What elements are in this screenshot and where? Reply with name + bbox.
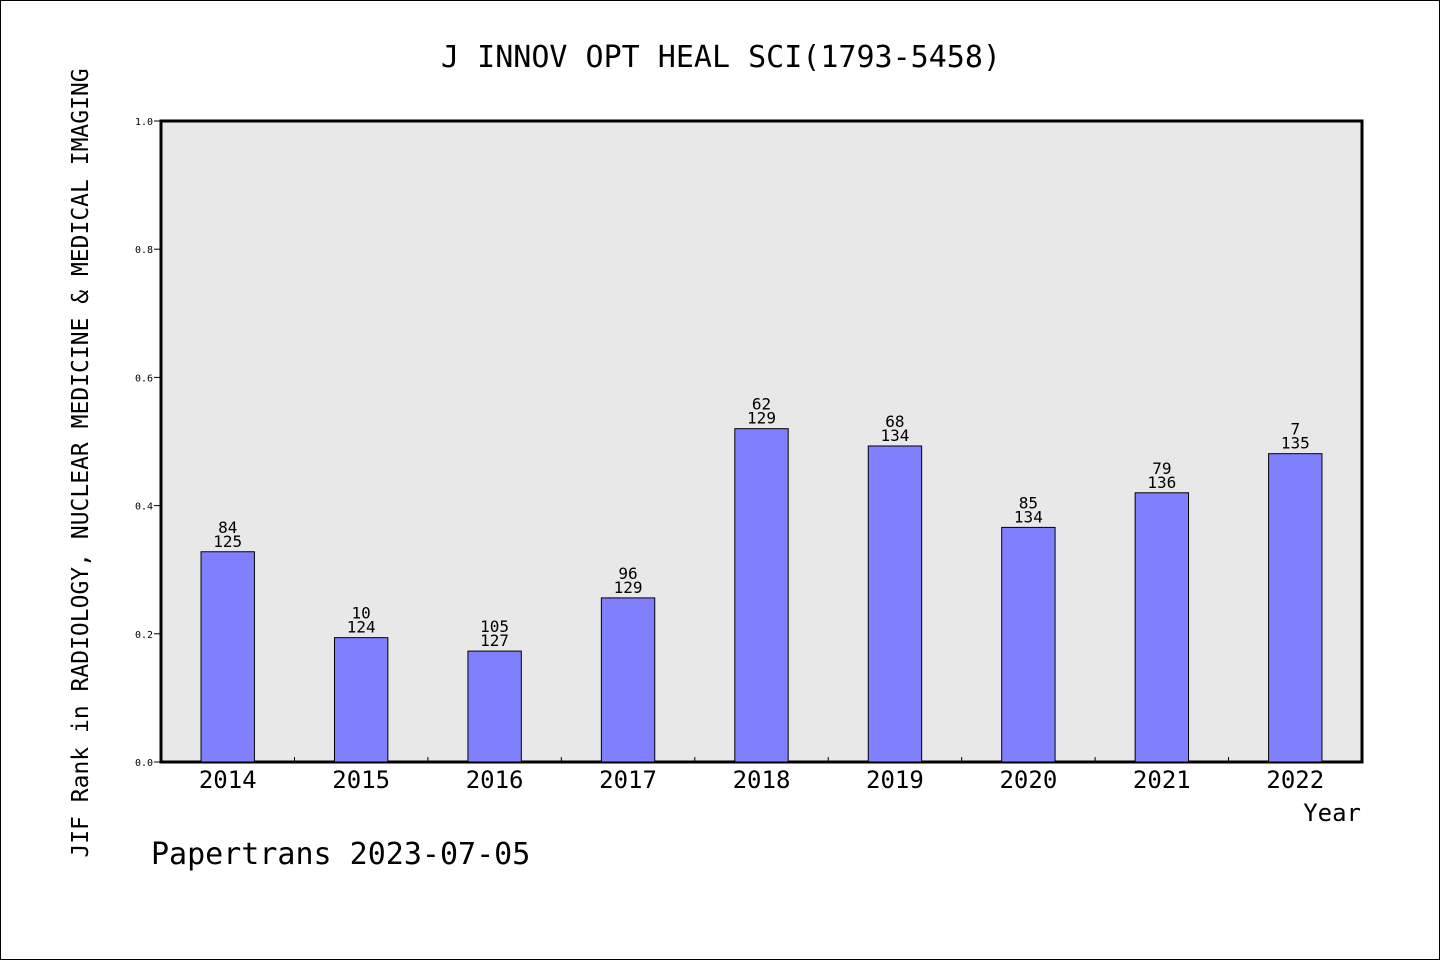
bar-rank-label: 79 — [1152, 459, 1171, 478]
bar-2019 — [867, 445, 923, 763]
bar-rank-label: 96 — [618, 564, 637, 583]
x-tick-label: 2014 — [199, 766, 257, 794]
x-tick-label: 2015 — [332, 766, 390, 794]
y-axis: 0.0 0.2 0.4 0.6 0.8 1.0 — [135, 117, 161, 769]
y-tick-label: 0.4 — [135, 502, 153, 513]
bar-total-label: 129 — [747, 409, 776, 428]
x-axis-label: Year — [1303, 799, 1361, 827]
bar-rank-label: 105 — [480, 617, 509, 636]
bar-total-label: 124 — [347, 618, 376, 637]
bar-2020 — [1001, 526, 1056, 763]
x-tick-label: 2020 — [999, 766, 1057, 794]
bar-total-label: 134 — [1014, 507, 1043, 526]
bar-total-label: 134 — [880, 426, 909, 445]
bar-2022 — [1268, 453, 1323, 763]
x-tick-label: 2021 — [1133, 766, 1191, 794]
bar-2014 — [200, 551, 255, 763]
bar-rank-label: 7 — [1290, 420, 1300, 439]
watermark-text: Papertrans 2023-07-05 — [151, 837, 530, 872]
chart-title: J INNOV OPT HEAL SCI(1793-5458) — [441, 40, 1001, 75]
y-tick-label: 0.6 — [135, 373, 153, 384]
y-tick-label: 0.8 — [135, 245, 153, 256]
x-tick-label: 2022 — [1266, 766, 1324, 794]
bar-2018 — [734, 428, 789, 763]
y-tick-label: 1.0 — [135, 117, 153, 128]
y-tick-label: 0.2 — [135, 630, 153, 641]
bar-total-label: 135 — [1281, 434, 1310, 453]
bar-2021 — [1134, 492, 1190, 763]
x-tick-label: 2018 — [733, 766, 791, 794]
bar-rank-label: 68 — [885, 412, 904, 431]
bar-2015 — [333, 637, 389, 763]
bar-total-label: 127 — [480, 631, 509, 650]
bar-rank-label: 84 — [218, 518, 237, 537]
bar-2016 — [467, 650, 522, 763]
x-tick-label: 2019 — [866, 766, 924, 794]
y-tick-label: 0.0 — [135, 758, 153, 769]
bar-rank-label: 62 — [752, 395, 771, 414]
x-axis: 2014 2015 2016 2017 2018 2019 2020 2021 2022 — [199, 757, 1324, 794]
bar-total-label: 125 — [213, 532, 242, 551]
bar-rank-label: 85 — [1019, 493, 1038, 512]
bar-rank-label: 10 — [352, 604, 371, 623]
bar-2017 — [600, 597, 656, 763]
y-axis-label: JIF Rank in RADIOLOGY, NUCLEAR MEDICINE … — [68, 68, 94, 857]
x-tick-label: 2017 — [599, 766, 657, 794]
x-tick-label: 2016 — [466, 766, 524, 794]
bar-total-label: 129 — [614, 578, 643, 597]
bar-total-label: 136 — [1147, 473, 1176, 492]
